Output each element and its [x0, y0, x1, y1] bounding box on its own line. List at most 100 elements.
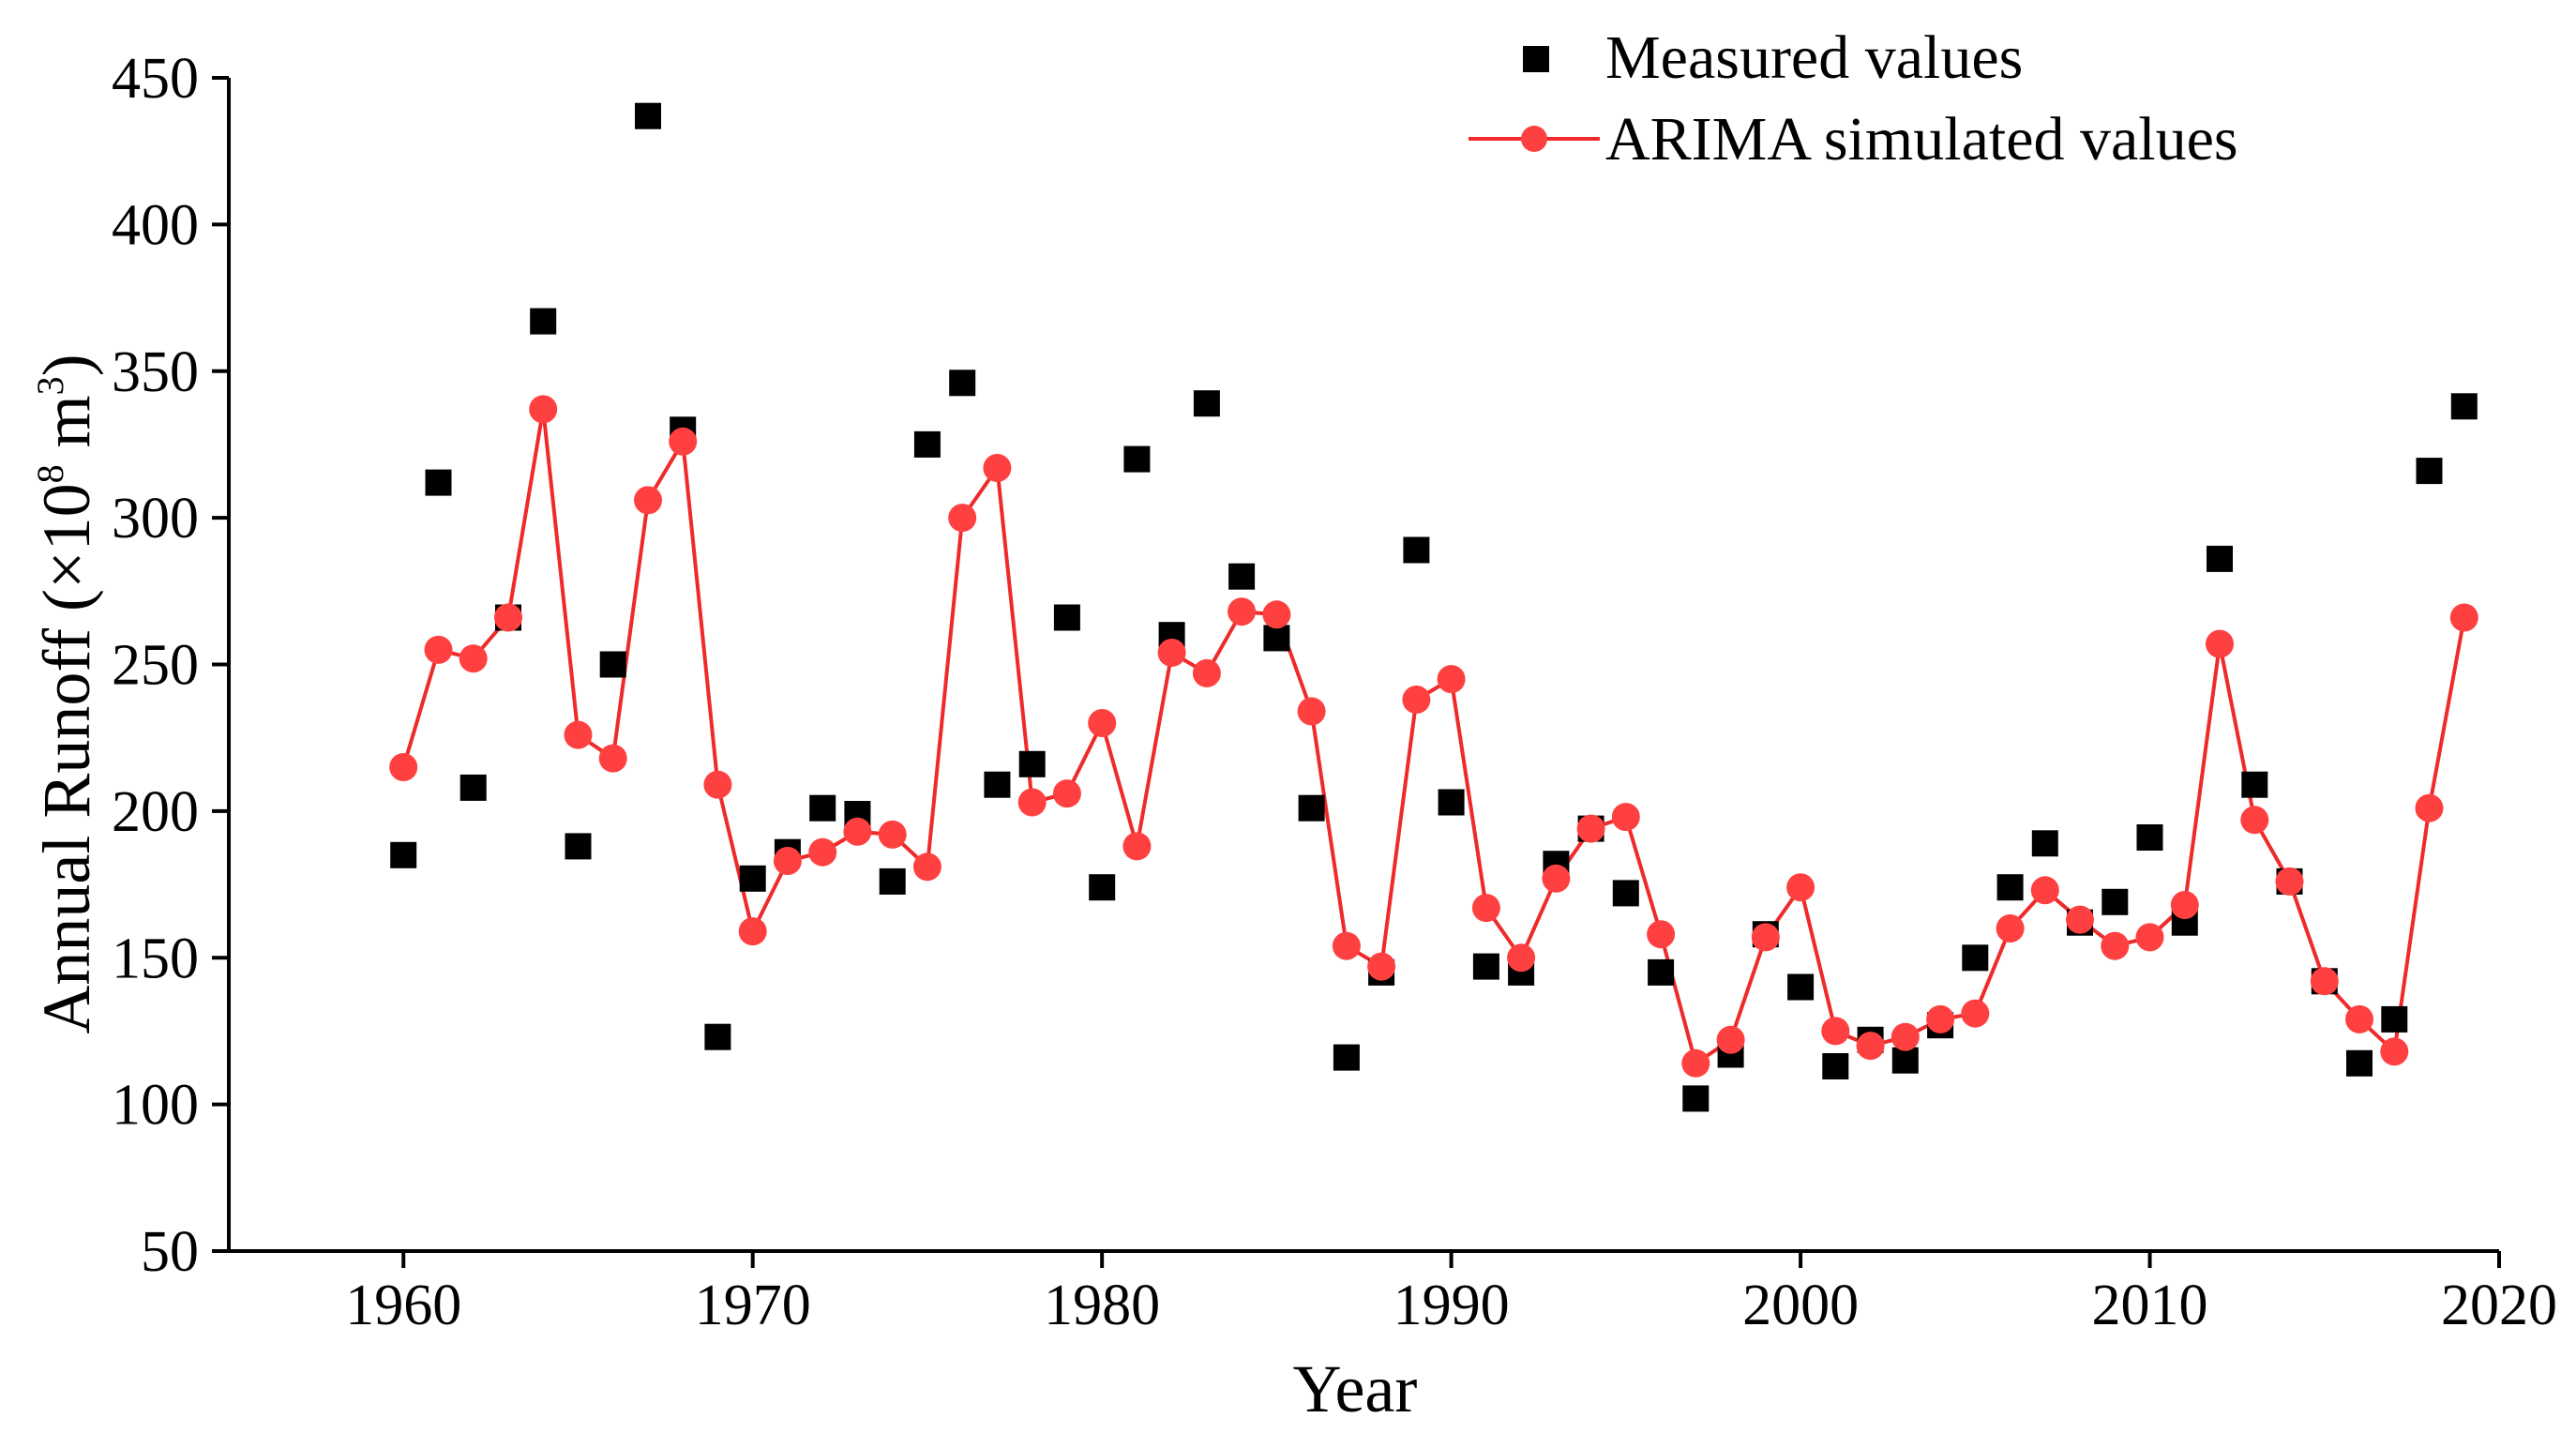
- y-tick-label: 100: [112, 1074, 199, 1138]
- arima-point: [1542, 864, 1571, 893]
- y-tick-label: 200: [112, 780, 199, 844]
- arima-point: [2030, 876, 2059, 905]
- measured-point: [984, 771, 1011, 798]
- legend-arima-marker: [1521, 126, 1547, 152]
- arima-point: [2275, 867, 2304, 896]
- x-axis-title: Year: [1293, 1351, 1418, 1426]
- measured-point: [1822, 1053, 1849, 1079]
- measured-point: [2241, 771, 2268, 798]
- measured-point: [879, 867, 906, 895]
- legend-arima-label: ARIMA simulated values: [1605, 105, 2238, 173]
- measured-point: [2031, 830, 2058, 857]
- y-title-mid: m: [29, 395, 104, 464]
- legend: Measured values ARIMA simulated values: [1469, 23, 2238, 173]
- arima-point: [1716, 1025, 1745, 1054]
- legend-measured-marker: [1523, 46, 1549, 72]
- arima-point: [529, 395, 558, 424]
- measured-point: [1472, 953, 1499, 980]
- y-tick-label: 400: [112, 193, 199, 257]
- measured-point: [2381, 1005, 2408, 1033]
- measured-point: [1333, 1044, 1360, 1071]
- arima-line-layer: [401, 407, 2466, 1065]
- x-tick-label: 1980: [1044, 1274, 1160, 1337]
- measured-point: [1612, 880, 1639, 907]
- arima-point: [1647, 920, 1676, 949]
- arima-point: [1228, 597, 1257, 626]
- arima-point: [634, 486, 662, 515]
- measured-point: [1193, 390, 1220, 417]
- arima-point: [1681, 1048, 1710, 1078]
- measured-point: [1682, 1085, 1710, 1112]
- arima-point: [1891, 1022, 1920, 1051]
- measured-point: [913, 430, 941, 458]
- arima-point: [1192, 658, 1221, 687]
- arima-point: [878, 820, 907, 849]
- arima-point: [669, 427, 698, 456]
- arima-point: [2170, 891, 2199, 919]
- measured-point: [1263, 625, 1290, 652]
- legend-measured-label: Measured values: [1605, 23, 2023, 92]
- arima-point: [1088, 709, 1117, 737]
- arima-point: [808, 837, 837, 867]
- y-tick-label: 350: [112, 340, 199, 404]
- tick-labels: 1960 1970 1980 1990 2000 2010 2020 50 100 150 200 2…: [112, 47, 2557, 1337]
- measured-point: [1891, 1047, 1919, 1074]
- arima-point: [1926, 1004, 1955, 1033]
- y-tick-label: 150: [112, 927, 199, 990]
- arima-point: [983, 454, 1012, 482]
- measured-point: [425, 469, 452, 496]
- arima-point: [598, 744, 627, 773]
- arima-point: [1367, 952, 1396, 981]
- arima-point: [1297, 697, 1326, 726]
- measured-point: [1438, 789, 1465, 816]
- y-tick-label: 250: [112, 634, 199, 698]
- arima-point: [1122, 832, 1152, 861]
- arima-point: [2101, 931, 2130, 960]
- measured-point: [704, 1023, 731, 1050]
- measured-point: [1018, 750, 1046, 777]
- arima-point: [459, 644, 488, 673]
- measured-point: [1089, 874, 1116, 901]
- x-tick-label: 2010: [2092, 1274, 2208, 1337]
- arima-point: [2240, 806, 2269, 835]
- arima-point: [912, 852, 942, 882]
- measured-points-layer: [390, 102, 2478, 1112]
- measured-point: [2416, 458, 2443, 485]
- arima-point: [738, 917, 767, 946]
- measured-point: [949, 370, 976, 397]
- y-title-exp1: 8: [29, 464, 71, 483]
- arima-point: [1052, 779, 1081, 808]
- arima-point: [1856, 1032, 1885, 1061]
- arima-point: [2066, 905, 2094, 934]
- measured-point: [1403, 536, 1430, 564]
- arima-point: [2310, 967, 2339, 996]
- arima-point: [1576, 814, 1605, 843]
- arima-point: [703, 770, 732, 799]
- measured-point: [809, 794, 836, 822]
- arima-point: [1017, 788, 1047, 817]
- measured-point: [2450, 393, 2478, 420]
- measured-point: [2101, 888, 2129, 915]
- arima-point: [1332, 931, 1361, 960]
- arima-point: [2415, 793, 2444, 822]
- arima-point: [2345, 1004, 2373, 1033]
- arima-point: [494, 603, 522, 632]
- arima-point: [424, 635, 453, 664]
- measured-point: [739, 865, 766, 892]
- x-tick-label: 1990: [1393, 1274, 1510, 1337]
- arima-point: [948, 504, 977, 533]
- arima-series-line: [401, 407, 2466, 1065]
- measured-point: [1228, 563, 1256, 590]
- arima-point: [1996, 914, 2025, 943]
- x-tick-label: 1970: [695, 1274, 811, 1337]
- measured-point: [1298, 794, 1325, 822]
- y-title-exp2: 3: [29, 376, 71, 395]
- measured-point: [459, 774, 487, 801]
- arima-point: [1611, 803, 1640, 832]
- y-tick-label: 50: [141, 1220, 199, 1284]
- measured-point: [530, 308, 557, 335]
- measured-point: [1996, 874, 2024, 901]
- measured-point: [1648, 958, 1675, 986]
- measured-point: [599, 651, 626, 678]
- arima-point: [1961, 999, 1990, 1028]
